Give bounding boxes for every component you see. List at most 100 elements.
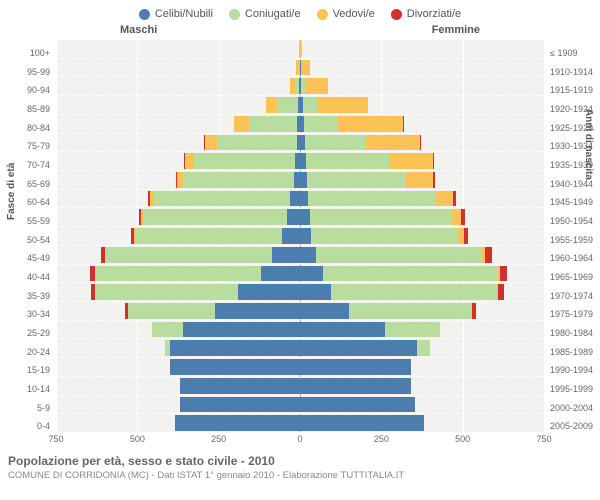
male-half xyxy=(56,415,300,431)
female-half xyxy=(300,303,544,319)
age-label: 10-14 xyxy=(0,380,54,399)
pyramid-row xyxy=(56,395,544,414)
female-half xyxy=(300,78,544,94)
segment-c xyxy=(300,378,411,394)
segment-v xyxy=(234,116,249,132)
pyramid-row xyxy=(56,40,544,58)
female-half xyxy=(300,284,544,300)
age-label: 20-24 xyxy=(0,343,54,362)
segment-s xyxy=(136,228,282,244)
male-half xyxy=(56,266,300,282)
segment-c xyxy=(215,303,300,319)
segment-c xyxy=(175,415,300,431)
male-half xyxy=(56,303,300,319)
female-half xyxy=(300,97,544,113)
birth-label: 1985-1989 xyxy=(546,343,600,362)
age-label: 35-39 xyxy=(0,287,54,306)
female-half xyxy=(300,60,544,76)
segment-s xyxy=(417,340,430,356)
female-half xyxy=(300,228,544,244)
segment-c xyxy=(300,397,415,413)
segment-c xyxy=(170,340,300,356)
segment-c xyxy=(300,228,311,244)
age-label: 75-79 xyxy=(0,137,54,156)
female-half xyxy=(300,135,544,151)
legend-swatch xyxy=(229,9,240,20)
legend-label: Vedovi/e xyxy=(333,8,375,20)
pyramid-row xyxy=(56,151,544,170)
pyramid-row xyxy=(56,264,544,283)
pyramid-row xyxy=(56,133,544,152)
segment-d xyxy=(403,116,404,132)
segment-s xyxy=(331,284,497,300)
legend-swatch xyxy=(139,9,150,20)
age-label: 25-29 xyxy=(0,324,54,343)
legend-item: Vedovi/e xyxy=(317,8,375,20)
chart-subtitle: COMUNE DI CORRIDONIA (MC) - Dati ISTAT 1… xyxy=(8,470,592,481)
male-half xyxy=(56,135,300,151)
segment-v xyxy=(266,97,277,113)
x-tick: 750 xyxy=(48,434,63,444)
segment-v xyxy=(300,41,302,57)
age-label: 5-9 xyxy=(0,399,54,418)
age-label: 100+ xyxy=(0,44,54,63)
legend-item: Celibi/Nubili xyxy=(139,8,213,20)
birth-label: 2000-2004 xyxy=(546,399,600,418)
header-female: Femmine xyxy=(432,24,480,36)
segment-s xyxy=(385,322,440,338)
female-half xyxy=(300,397,544,413)
female-half xyxy=(300,415,544,431)
birth-label: 1990-1994 xyxy=(546,361,600,380)
segment-v xyxy=(435,191,453,207)
population-pyramid xyxy=(56,40,544,432)
segment-s xyxy=(303,97,318,113)
age-label: 15-19 xyxy=(0,361,54,380)
segment-v xyxy=(389,153,433,169)
birth-label: 1975-1979 xyxy=(546,305,600,324)
segment-v xyxy=(317,97,367,113)
segment-c xyxy=(300,322,385,338)
female-half xyxy=(300,322,544,338)
segment-s xyxy=(305,135,365,151)
male-half xyxy=(56,247,300,263)
legend-swatch xyxy=(317,9,328,20)
birth-label: 1980-1984 xyxy=(546,324,600,343)
segment-d xyxy=(433,172,435,188)
female-half xyxy=(300,209,544,225)
gender-headers: Maschi Femmine xyxy=(0,24,600,38)
legend-item: Coniugati/e xyxy=(229,8,301,20)
legend: Celibi/Nubili Coniugati/e Vedovi/e Divorzia… xyxy=(0,0,600,24)
segment-d xyxy=(433,153,434,169)
birth-label: 1915-1919 xyxy=(546,81,600,100)
legend-label: Divorziati/e xyxy=(407,8,461,20)
female-half xyxy=(300,41,544,57)
birth-label: 1910-1914 xyxy=(546,63,600,82)
segment-d xyxy=(420,135,421,151)
age-label: 0-4 xyxy=(0,417,54,436)
segment-s xyxy=(304,116,338,132)
pyramid-row xyxy=(56,301,544,320)
segment-c xyxy=(300,359,411,375)
segment-s xyxy=(316,247,482,263)
age-label: 30-34 xyxy=(0,305,54,324)
segment-v xyxy=(365,135,420,151)
segment-c xyxy=(282,228,300,244)
segment-s xyxy=(311,228,457,244)
female-half xyxy=(300,378,544,394)
segment-v xyxy=(305,78,328,94)
legend-swatch xyxy=(391,9,402,20)
birth-label: 1995-1999 xyxy=(546,380,600,399)
segment-d xyxy=(464,228,469,244)
pyramid-row xyxy=(56,320,544,339)
segment-c xyxy=(300,415,424,431)
segment-c xyxy=(300,284,331,300)
male-half xyxy=(56,322,300,338)
segment-s xyxy=(277,97,298,113)
male-half xyxy=(56,60,300,76)
pyramid-row xyxy=(56,282,544,301)
segment-c xyxy=(180,397,300,413)
male-half xyxy=(56,191,300,207)
pyramid-row xyxy=(56,357,544,376)
segment-c xyxy=(300,266,323,282)
header-male: Maschi xyxy=(120,24,157,36)
